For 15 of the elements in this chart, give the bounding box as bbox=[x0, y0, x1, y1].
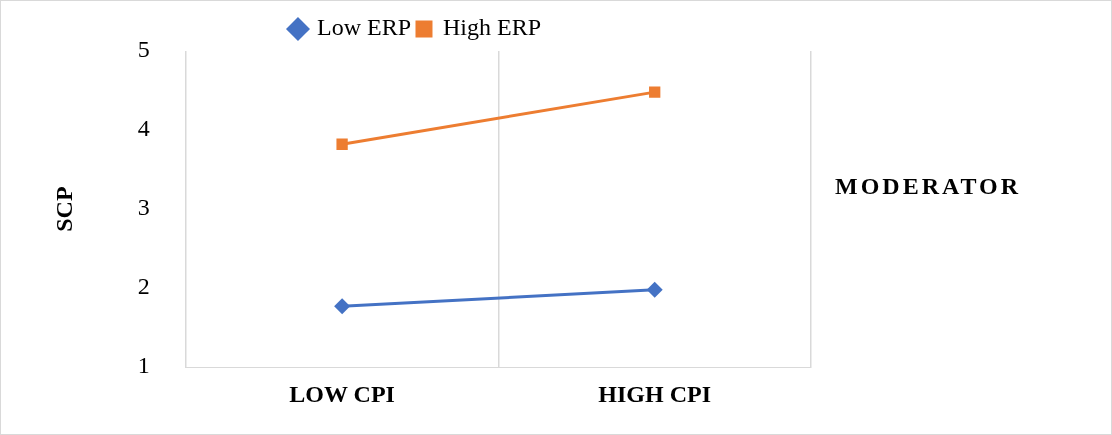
y-tick-label: 4 bbox=[137, 115, 150, 142]
legend-label: Low ERP bbox=[316, 14, 411, 41]
legend-label: High ERP bbox=[443, 14, 542, 41]
y-tick-label: 5 bbox=[137, 36, 150, 63]
x-tick-label: HIGH CPI bbox=[598, 380, 712, 407]
text: MODERATOR bbox=[835, 173, 1022, 200]
y-axis-title: SCP bbox=[50, 186, 77, 232]
y-tick-label: 2 bbox=[137, 273, 150, 300]
x-tick-label: LOW CPI bbox=[289, 380, 395, 407]
point bbox=[646, 281, 663, 298]
point bbox=[334, 298, 351, 315]
point bbox=[336, 138, 348, 150]
point bbox=[649, 86, 661, 98]
y-tick-label: 3 bbox=[137, 194, 150, 221]
y-tick-label: 1 bbox=[137, 352, 150, 379]
